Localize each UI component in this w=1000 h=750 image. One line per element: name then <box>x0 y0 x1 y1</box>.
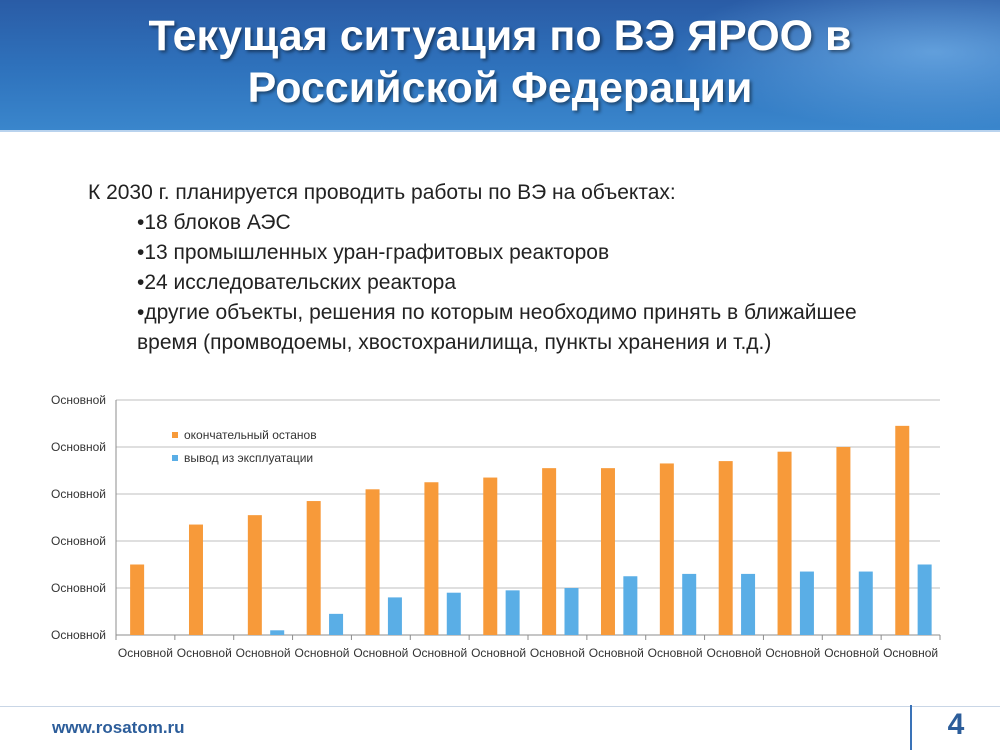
x-tick-label: Основной <box>236 646 291 660</box>
bar-decommissioning <box>564 588 579 635</box>
slide-header <box>0 0 1000 132</box>
y-tick-label: Основной <box>51 487 106 501</box>
x-tick-label: Основной <box>589 646 644 660</box>
bar-decommissioning <box>387 597 402 635</box>
bar-chart: ОсновнойОсновнойОсновнойОсновнойОсновной… <box>51 393 941 660</box>
bar-final-shutdown <box>895 425 910 635</box>
x-tick-label: Основной <box>648 646 703 660</box>
bar-decommissioning <box>741 573 756 635</box>
bar-final-shutdown <box>365 489 380 635</box>
x-tick-label: Основной <box>294 646 349 660</box>
header-glow <box>670 0 1000 130</box>
y-tick-label: Основной <box>51 393 106 407</box>
x-tick-label: Основной <box>824 646 879 660</box>
intro-text: К 2030 г. планируется проводить работы п… <box>88 181 676 204</box>
bar-decommissioning <box>446 592 461 635</box>
bar-decommissioning <box>270 630 285 635</box>
bullet-list: •18 блоков АЭС •13 промышленных уран-гра… <box>137 208 877 358</box>
bar-final-shutdown <box>130 564 145 635</box>
x-tick-label: Основной <box>471 646 526 660</box>
y-tick-label: Основной <box>51 628 106 642</box>
bar-final-shutdown <box>659 463 674 635</box>
bar-final-shutdown <box>836 447 851 635</box>
y-tick-label: Основной <box>51 440 106 454</box>
x-tick-label: Основной <box>765 646 820 660</box>
bar-final-shutdown <box>247 515 262 635</box>
bullet-item: •18 блоков АЭС <box>137 211 291 234</box>
legend-swatch <box>172 432 178 438</box>
bar-decommissioning <box>682 573 697 635</box>
y-tick-label: Основной <box>51 534 106 548</box>
bar-final-shutdown <box>718 461 733 635</box>
bar-final-shutdown <box>188 524 203 635</box>
bullet-item: •24 исследовательских реактора <box>137 271 457 294</box>
x-tick-label: Основной <box>177 646 232 660</box>
bar-final-shutdown <box>424 482 439 635</box>
x-tick-label: Основной <box>530 646 585 660</box>
bar-decommissioning <box>799 571 814 635</box>
x-tick-label: Основной <box>706 646 761 660</box>
bar-final-shutdown <box>306 501 321 635</box>
bar-decommissioning <box>623 576 638 635</box>
legend-label: вывод из эксплуатации <box>184 451 313 465</box>
x-tick-label: Основной <box>412 646 467 660</box>
legend-swatch <box>172 455 178 461</box>
page-number-box <box>910 705 1000 750</box>
bar-final-shutdown <box>600 468 615 635</box>
bullet-item: •другие объекты, решения по которым необ… <box>137 301 857 354</box>
page-number: 4 <box>947 708 965 741</box>
bullet-item: •13 промышленных уран-графитовых реактор… <box>137 241 610 264</box>
footer-url[interactable]: www.rosatom.ru <box>52 718 185 737</box>
x-tick-label: Основной <box>118 646 173 660</box>
bar-final-shutdown <box>777 451 792 635</box>
x-tick-label: Основной <box>353 646 408 660</box>
y-tick-label: Основной <box>51 581 106 595</box>
slide-title: Текущая ситуация по ВЭ ЯРОО в Российской… <box>148 12 852 112</box>
bar-final-shutdown <box>483 477 498 635</box>
bar-decommissioning <box>329 613 344 635</box>
legend-label: окончательный останов <box>184 428 317 442</box>
bar-decommissioning <box>858 571 873 635</box>
bar-decommissioning <box>505 590 520 635</box>
bar-final-shutdown <box>542 468 557 635</box>
footer-divider <box>0 706 1000 707</box>
bar-decommissioning <box>917 564 932 635</box>
x-tick-label: Основной <box>883 646 938 660</box>
chart-container: Основной Основной Основной Основной Основной… <box>0 385 1000 675</box>
